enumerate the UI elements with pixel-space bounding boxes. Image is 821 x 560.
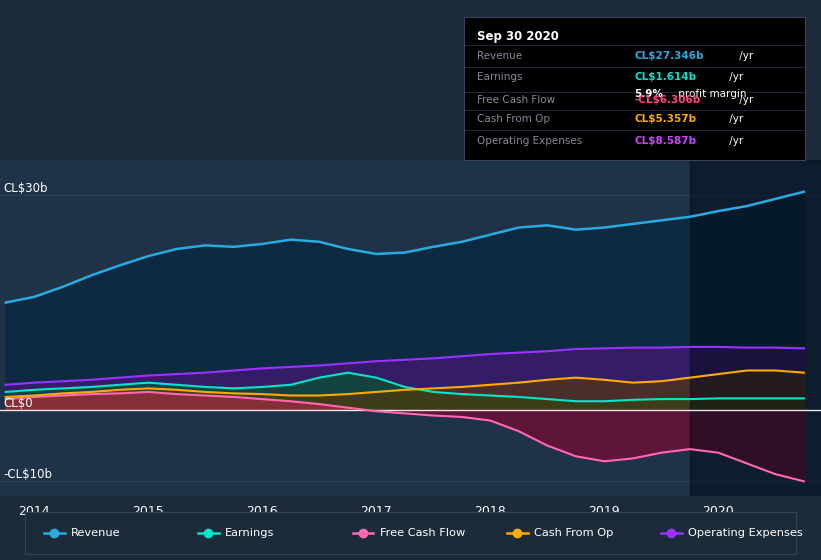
- Text: Earnings: Earnings: [225, 529, 275, 538]
- Text: /yr: /yr: [727, 114, 744, 124]
- Text: Cash From Op: Cash From Op: [478, 114, 551, 124]
- Text: -CL$10b: -CL$10b: [3, 468, 53, 481]
- Text: CL$8.587b: CL$8.587b: [635, 136, 696, 146]
- Text: CL$1.614b: CL$1.614b: [635, 72, 696, 82]
- Text: CL$30b: CL$30b: [3, 183, 48, 195]
- Text: Free Cash Flow: Free Cash Flow: [379, 529, 465, 538]
- Text: Sep 30 2020: Sep 30 2020: [478, 30, 559, 43]
- Text: Operating Expenses: Operating Expenses: [688, 529, 803, 538]
- Text: -CL$6.306b: -CL$6.306b: [635, 95, 700, 105]
- Text: CL$0: CL$0: [3, 397, 33, 410]
- Text: Operating Expenses: Operating Expenses: [478, 136, 583, 146]
- Text: /yr: /yr: [736, 95, 754, 105]
- Text: /yr: /yr: [727, 136, 744, 146]
- Text: profit margin: profit margin: [675, 89, 746, 99]
- Text: Free Cash Flow: Free Cash Flow: [478, 95, 556, 105]
- Text: CL$27.346b: CL$27.346b: [635, 51, 704, 61]
- Text: Cash From Op: Cash From Op: [534, 529, 613, 538]
- Text: 5.9%: 5.9%: [635, 89, 663, 99]
- Text: Revenue: Revenue: [71, 529, 121, 538]
- Bar: [690, 160, 821, 496]
- Text: CL$5.357b: CL$5.357b: [635, 114, 696, 124]
- Text: /yr: /yr: [727, 72, 744, 82]
- Text: Revenue: Revenue: [478, 51, 523, 61]
- Text: Earnings: Earnings: [478, 72, 523, 82]
- Text: /yr: /yr: [736, 51, 754, 61]
